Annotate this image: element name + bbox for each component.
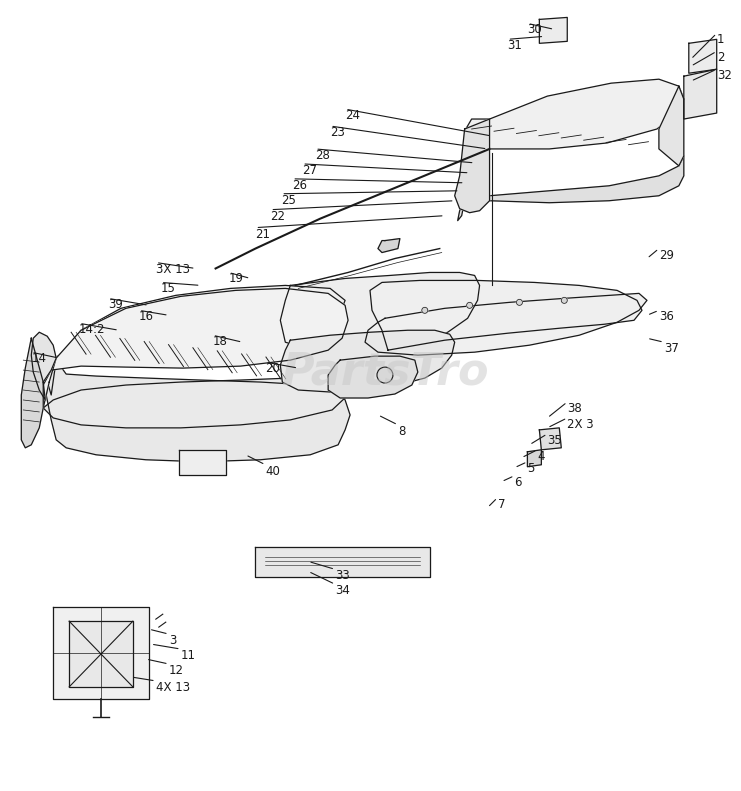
Text: 6: 6 <box>514 475 522 489</box>
Text: 33: 33 <box>335 570 350 582</box>
Text: 40: 40 <box>265 465 280 478</box>
Polygon shape <box>43 370 350 428</box>
Text: 31: 31 <box>508 40 522 52</box>
Text: 5: 5 <box>528 462 535 475</box>
Polygon shape <box>280 272 479 350</box>
Text: 36: 36 <box>659 310 674 324</box>
Polygon shape <box>328 356 418 398</box>
Text: 2: 2 <box>717 51 724 64</box>
Text: 11: 11 <box>181 649 196 662</box>
Polygon shape <box>458 156 684 221</box>
Text: PartsTro: PartsTro <box>282 350 489 393</box>
Polygon shape <box>365 293 647 355</box>
Polygon shape <box>659 86 684 166</box>
Circle shape <box>561 297 568 303</box>
Text: 12: 12 <box>169 664 184 677</box>
Text: 24: 24 <box>345 109 360 122</box>
Text: 29: 29 <box>659 248 674 262</box>
Text: 26: 26 <box>292 179 308 191</box>
Text: 1: 1 <box>717 33 724 47</box>
Text: 39: 39 <box>108 298 123 312</box>
Text: 8: 8 <box>398 425 405 438</box>
Polygon shape <box>256 547 430 577</box>
Text: 37: 37 <box>664 343 679 355</box>
Polygon shape <box>465 79 684 149</box>
Polygon shape <box>46 360 350 462</box>
Polygon shape <box>31 332 56 400</box>
Polygon shape <box>684 70 717 119</box>
Text: 3: 3 <box>169 634 176 647</box>
Polygon shape <box>455 119 490 213</box>
Text: 14: 14 <box>31 352 46 365</box>
Text: 14:2: 14:2 <box>79 324 106 336</box>
Polygon shape <box>53 607 149 699</box>
Circle shape <box>422 308 428 313</box>
Text: 23: 23 <box>330 126 345 139</box>
Text: 19: 19 <box>228 272 244 286</box>
Text: 32: 32 <box>717 70 731 82</box>
Text: 21: 21 <box>256 228 270 240</box>
Text: 35: 35 <box>548 433 562 447</box>
Polygon shape <box>689 40 717 74</box>
Circle shape <box>467 302 473 308</box>
Text: 20: 20 <box>265 362 280 375</box>
Polygon shape <box>539 428 561 450</box>
Text: 27: 27 <box>302 164 317 177</box>
Text: 18: 18 <box>213 335 227 348</box>
Circle shape <box>377 367 393 383</box>
Text: 16: 16 <box>139 310 154 324</box>
Polygon shape <box>280 331 455 392</box>
Text: 15: 15 <box>161 282 176 295</box>
Polygon shape <box>179 450 225 475</box>
Text: 34: 34 <box>335 585 350 597</box>
Text: 38: 38 <box>568 402 582 415</box>
Text: 28: 28 <box>315 149 330 162</box>
Polygon shape <box>370 281 642 350</box>
Polygon shape <box>69 621 133 687</box>
Polygon shape <box>539 17 568 44</box>
Text: 2X 3: 2X 3 <box>568 418 594 431</box>
Text: 30: 30 <box>528 24 542 36</box>
Polygon shape <box>528 450 542 467</box>
Text: 7: 7 <box>497 498 505 511</box>
Polygon shape <box>43 289 348 408</box>
Text: 3X 13: 3X 13 <box>156 263 190 275</box>
Text: 22: 22 <box>270 210 285 223</box>
Polygon shape <box>378 239 400 252</box>
Text: 4X 13: 4X 13 <box>156 681 190 694</box>
Text: 25: 25 <box>282 194 296 206</box>
Text: 4: 4 <box>537 450 545 463</box>
Polygon shape <box>46 286 345 395</box>
Polygon shape <box>21 339 43 448</box>
Circle shape <box>516 299 522 305</box>
